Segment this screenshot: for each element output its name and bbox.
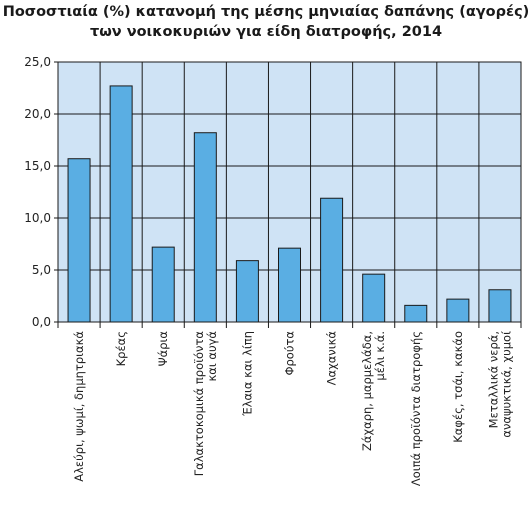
y-tick-label: 20,0 — [24, 107, 51, 121]
bar — [193, 132, 217, 323]
y-tick-label: 15,0 — [24, 159, 51, 173]
x-category-label: Μεταλλικά νερά, — [486, 331, 500, 428]
x-category-label: Ψάρια — [156, 331, 170, 367]
x-category-label: Καφές, τσάι, κακάο — [451, 331, 465, 443]
plot-frame — [57, 61, 522, 323]
bar — [488, 289, 512, 323]
x-category-label: Αλεύρι, ψωμί, δημητριακά — [72, 331, 86, 482]
chart-title-line-2: των νοικοκυριών για είδη διατροφής, 2014 — [89, 24, 443, 40]
y-tick-label: 10,0 — [24, 211, 51, 225]
x-category-label: αναψυκτικά, χυμοί — [499, 331, 513, 438]
y-tick-label: 5,0 — [32, 263, 51, 277]
chart-title: Ποσοστιαία (%) κατανομή της μέσης μηνιαί… — [0, 2, 532, 42]
bar — [151, 246, 175, 323]
bar — [235, 260, 259, 323]
x-category-label: Λαχανικά — [325, 331, 339, 386]
x-category-label: Έλαια και λίπη — [240, 331, 254, 417]
bar — [404, 304, 428, 323]
x-category-label: Φρούτα — [283, 331, 297, 376]
chart-title-line-1: Ποσοστιαία (%) κατανομή της μέσης μηνιαί… — [2, 4, 530, 20]
bar — [109, 85, 133, 323]
bar — [320, 197, 344, 323]
x-category-label: και αυγά — [205, 331, 219, 382]
x-category-label: Γαλακτοκομικά προϊόντα — [192, 331, 206, 477]
bar — [446, 298, 470, 323]
y-tick-label: 25,0 — [24, 55, 51, 69]
x-category-label: Λοιπά προϊόντα διατροφής — [409, 331, 423, 486]
x-category-label: μέλι κ.ά. — [373, 331, 387, 381]
bar — [362, 273, 386, 323]
x-category-label: Ζάχαρη, μαρμελάδα, — [360, 331, 374, 451]
x-category-label: Κρέας — [114, 331, 128, 366]
y-tick-label: 0,0 — [32, 315, 51, 329]
bar — [278, 247, 301, 323]
bar — [67, 158, 91, 323]
